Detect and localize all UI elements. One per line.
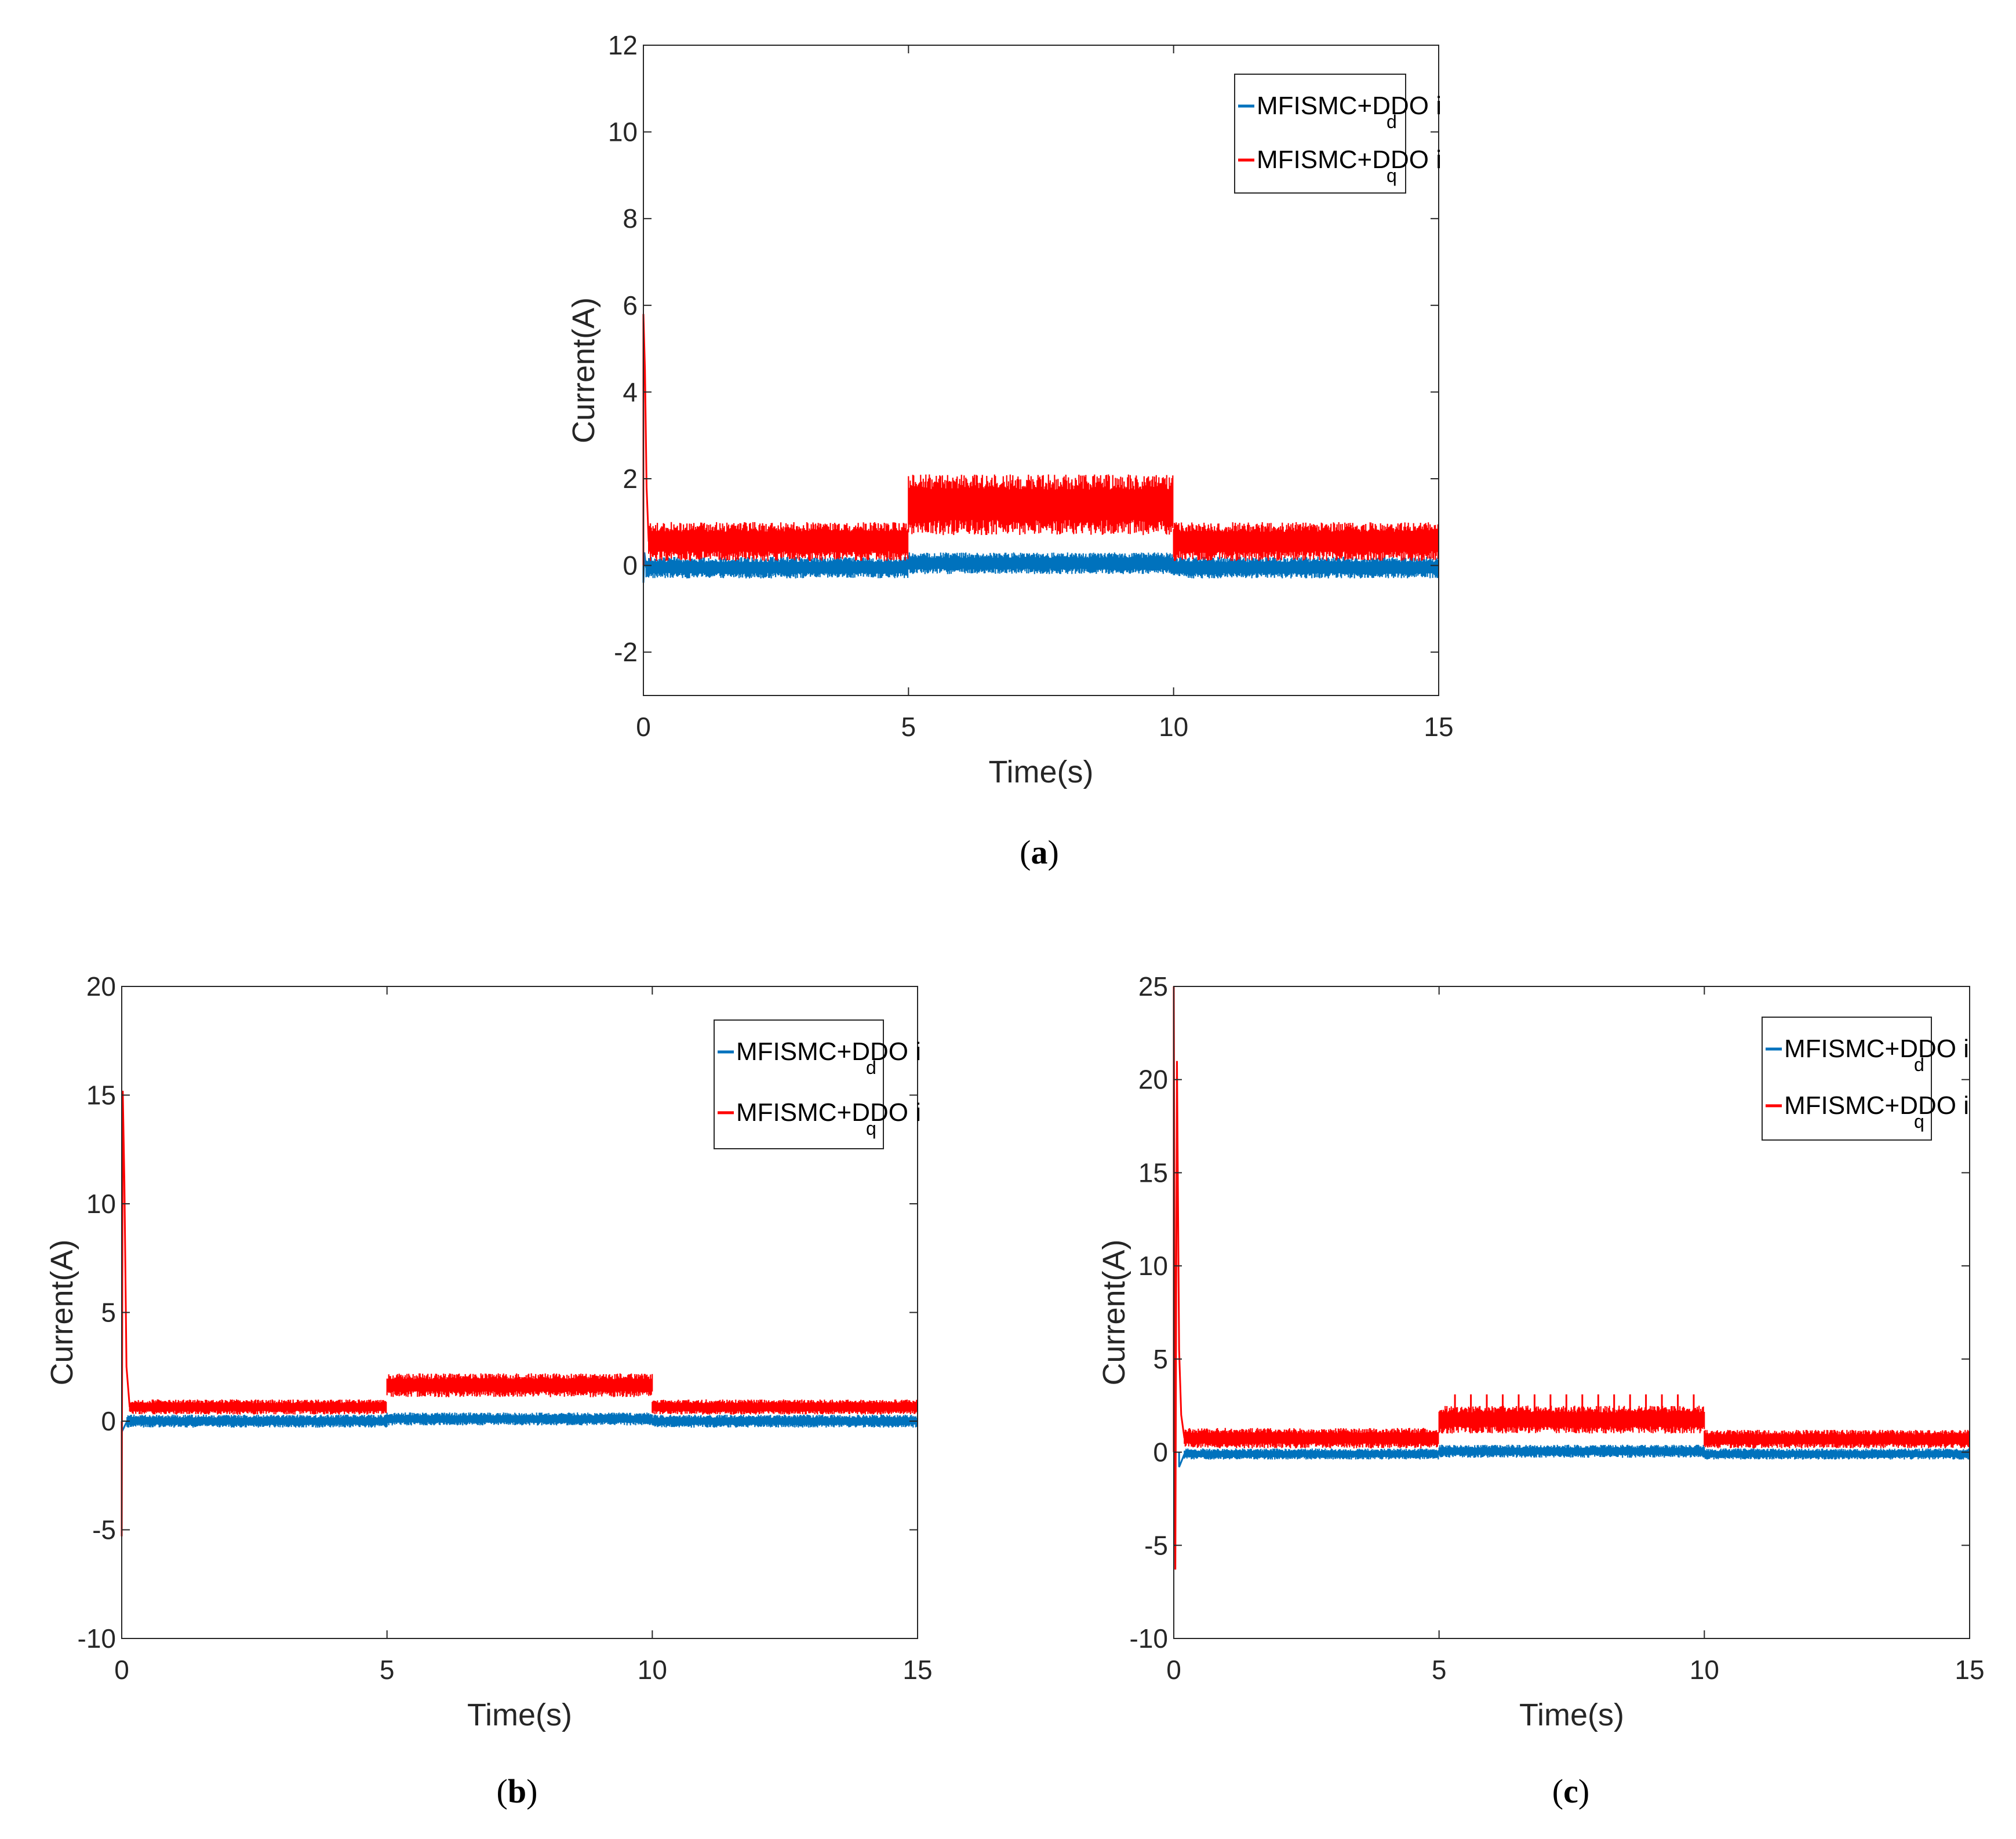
x-tick-label: 15 — [1955, 1655, 1984, 1685]
series-group — [121, 1090, 918, 1536]
chart-panel-a: 0 5 10 15 -2 0 2 4 6 8 10 12 Time(s) Current(A) MFISMC… — [566, 30, 1454, 871]
panel-caption: (c) — [1552, 1772, 1589, 1810]
y-tick-label: -5 — [92, 1515, 116, 1545]
legend-subscript-iq: q — [866, 1118, 876, 1139]
x-tick-label: 0 — [114, 1655, 129, 1685]
y-axis-label: Current(A) — [1097, 1239, 1131, 1385]
legend-label-iq: MFISMC+DDO i — [736, 1098, 921, 1127]
x-tick-label: 10 — [1159, 712, 1188, 742]
x-axis-label: Time(s) — [1519, 1698, 1624, 1732]
legend-label-iq: MFISMC+DDO i — [1784, 1091, 1969, 1120]
y-tick-label: 15 — [1138, 1157, 1168, 1188]
y-tick-label: 6 — [623, 290, 638, 321]
y-tick-label: 10 — [1138, 1251, 1168, 1281]
x-axis-label: Time(s) — [467, 1698, 572, 1732]
x-tick-label: 0 — [1166, 1655, 1181, 1685]
axes-box — [643, 45, 1439, 696]
x-tick-label: 5 — [1432, 1655, 1447, 1685]
x-tick-label: 15 — [1424, 712, 1453, 742]
chart-panel-b: 0 5 10 15 -10 -5 0 5 10 15 20 Time(s) Current(A) MFIS… — [45, 971, 933, 1810]
y-tick-label: 12 — [608, 30, 638, 60]
x-tick-label: 5 — [380, 1655, 395, 1685]
y-tick-label: -10 — [1130, 1623, 1168, 1654]
series-iq-periodic-peaks — [1454, 1394, 1695, 1425]
y-tick-label: 0 — [623, 551, 638, 581]
y-tick-label: 20 — [86, 971, 116, 1002]
y-tick-label: -10 — [78, 1623, 116, 1654]
y-tick-label: 5 — [1153, 1344, 1168, 1374]
axes-box — [1173, 986, 1970, 1639]
series-id-trace — [645, 552, 1439, 578]
y-tick-label: 25 — [1138, 971, 1168, 1002]
chart-panel-c: 0 5 10 15 -10 -5 0 5 10 15 20 25 Time(s) Current(A) MF… — [1097, 971, 1985, 1810]
y-axis-label: Current(A) — [45, 1239, 79, 1385]
legend-box — [1762, 1017, 1932, 1141]
y-tick-label: 10 — [86, 1189, 116, 1219]
legend-box — [714, 1019, 884, 1149]
y-tick-label: 15 — [86, 1080, 116, 1110]
y-tick-label: 0 — [101, 1406, 116, 1436]
legend-label-id: MFISMC+DDO i — [1257, 92, 1442, 120]
x-tick-label: 15 — [903, 1655, 932, 1685]
x-tick-label: 0 — [636, 712, 651, 742]
y-tick-label: 0 — [1153, 1437, 1168, 1467]
legend-subscript-iq: q — [1914, 1111, 1924, 1132]
y-tick-label: 5 — [101, 1298, 116, 1328]
series-id-transient — [1178, 1452, 1185, 1467]
x-tick-label: 10 — [1690, 1655, 1719, 1685]
y-tick-label: 10 — [608, 117, 638, 147]
x-tick-label: 5 — [901, 712, 916, 742]
x-axis-label: Time(s) — [989, 755, 1094, 789]
legend-subscript-id: d — [1387, 111, 1397, 132]
y-tick-label: 2 — [623, 464, 638, 494]
legend-label-iq: MFISMC+DDO i — [1257, 145, 1442, 174]
y-tick-label: 4 — [623, 377, 638, 407]
y-tick-label: 8 — [623, 203, 638, 234]
panel-caption: (b) — [497, 1772, 538, 1810]
y-tick-label: -5 — [1144, 1530, 1168, 1560]
x-tick-label: 10 — [638, 1655, 667, 1685]
legend-subscript-id: d — [866, 1057, 876, 1078]
legend-box — [1234, 74, 1406, 194]
y-tick-label: -2 — [614, 637, 638, 667]
legend-subscript-id: d — [1914, 1054, 1924, 1075]
legend-subscript-iq: q — [1387, 165, 1397, 186]
y-tick-label: 20 — [1138, 1065, 1168, 1095]
legend-label-id: MFISMC+DDO i — [736, 1037, 921, 1066]
legend-label-id: MFISMC+DDO i — [1784, 1035, 1969, 1063]
y-axis-label: Current(A) — [566, 297, 601, 443]
panel-caption: (a) — [1020, 833, 1059, 871]
